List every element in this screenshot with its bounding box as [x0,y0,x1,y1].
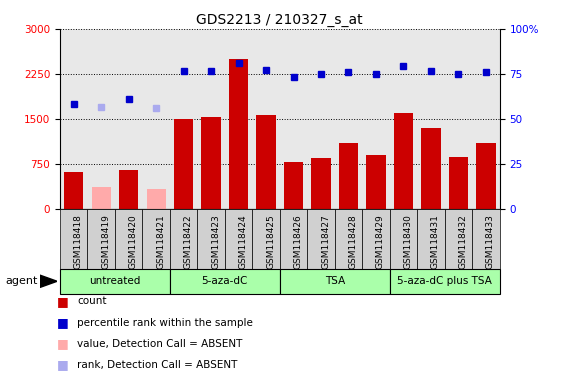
Bar [307,209,335,269]
Text: GSM118429: GSM118429 [376,214,385,269]
Text: agent: agent [6,276,38,286]
Text: GSM118425: GSM118425 [266,214,275,269]
Text: GSM118422: GSM118422 [184,214,192,269]
Bar [311,158,331,209]
Bar [170,209,198,269]
Text: 5-aza-dC: 5-aza-dC [202,276,248,286]
Bar [91,187,111,209]
Bar [119,170,138,209]
Bar [170,269,280,294]
Text: rank, Detection Call = ABSENT: rank, Detection Call = ABSENT [77,360,238,370]
Text: ■: ■ [57,295,69,308]
Bar [252,209,280,269]
Bar [472,209,500,269]
Bar [256,115,276,209]
Bar [142,209,170,269]
Text: GSM118431: GSM118431 [431,214,440,269]
Bar [367,155,385,209]
Text: GSM118419: GSM118419 [101,214,110,269]
Bar [445,209,472,269]
Bar [449,157,468,209]
Text: GSM118433: GSM118433 [486,214,495,269]
Text: percentile rank within the sample: percentile rank within the sample [77,318,253,328]
Text: untreated: untreated [89,276,140,286]
Polygon shape [40,275,57,287]
Text: TSA: TSA [325,276,345,286]
Text: value, Detection Call = ABSENT: value, Detection Call = ABSENT [77,339,243,349]
Text: GSM118430: GSM118430 [404,214,412,269]
Text: GSM118426: GSM118426 [293,214,303,269]
Text: GDS2213 / 210327_s_at: GDS2213 / 210327_s_at [196,13,363,27]
Bar [284,162,303,209]
Bar [394,113,413,209]
Text: ■: ■ [57,316,69,329]
Bar [174,119,193,209]
Bar [280,209,307,269]
Bar [389,269,500,294]
Bar [280,269,390,294]
Bar [64,172,83,209]
Bar [362,209,389,269]
Bar [417,209,445,269]
Bar [339,143,358,209]
Text: GSM118428: GSM118428 [348,214,357,269]
Text: GSM118424: GSM118424 [239,214,248,269]
Bar [389,209,417,269]
Text: GSM118427: GSM118427 [321,214,330,269]
Text: ■: ■ [57,337,69,350]
Bar [229,59,248,209]
Text: GSM118421: GSM118421 [156,214,165,269]
Bar [421,128,441,209]
Text: ■: ■ [57,358,69,371]
Text: GSM118432: GSM118432 [459,214,468,269]
Bar [147,189,166,209]
Bar [87,209,115,269]
Text: GSM118420: GSM118420 [128,214,138,269]
Bar [198,209,225,269]
Text: GSM118423: GSM118423 [211,214,220,269]
Bar [60,269,170,294]
Bar [476,143,496,209]
Bar [60,209,87,269]
Text: 5-aza-dC plus TSA: 5-aza-dC plus TSA [397,276,492,286]
Bar [225,209,252,269]
Text: count: count [77,296,107,306]
Bar [115,209,142,269]
Text: GSM118418: GSM118418 [74,214,83,269]
Bar [335,209,362,269]
Bar [202,117,221,209]
